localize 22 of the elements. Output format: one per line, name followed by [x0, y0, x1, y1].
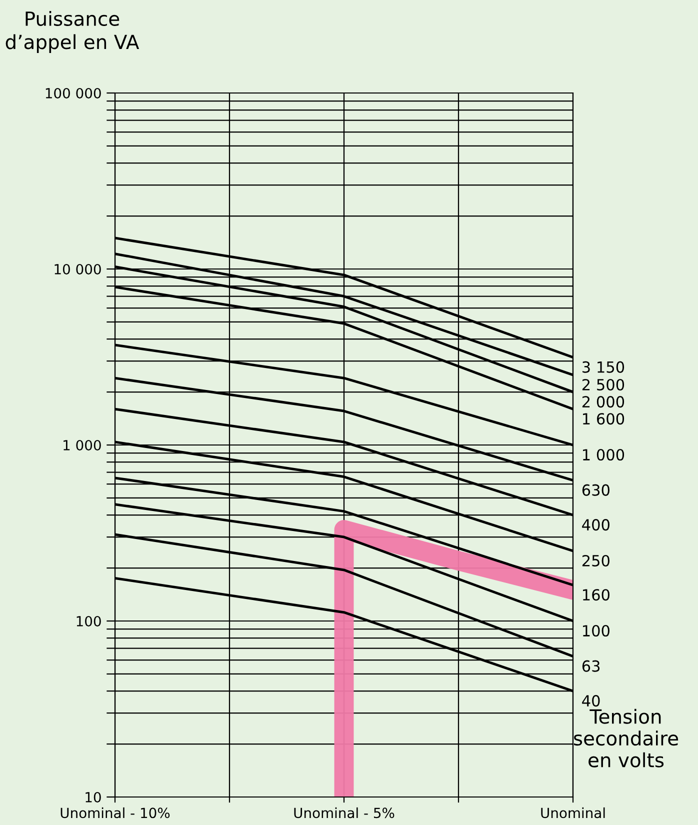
y-axis-title: Puissance d’appel en VA: [6, 10, 140, 54]
y-tick-label: 100: [76, 616, 101, 626]
series-label: 400: [582, 519, 610, 531]
y-tick-label: 10 000: [54, 264, 101, 274]
series-label: 1 600: [583, 413, 624, 425]
series-label: 2 500: [582, 378, 624, 391]
x-tick-label: Unominal - 10%: [60, 807, 170, 818]
x-axis-title: Tension secondaire en volts: [574, 708, 678, 768]
series-label: 100: [583, 624, 610, 637]
series-label: 160: [583, 589, 610, 601]
series-label: 250: [582, 554, 610, 567]
x-tick-label: Unominal - 5%: [294, 807, 394, 818]
series-label: 3 150: [582, 361, 624, 373]
x-tick-label: Unominal: [541, 807, 605, 818]
series-label: 1 000: [583, 448, 624, 461]
y-tick-label: 100 000: [46, 88, 101, 98]
series-label: 63: [582, 660, 600, 672]
series-label: 630: [582, 484, 610, 496]
y-tick-label: 1 000: [64, 440, 101, 450]
y-tick-label: 10: [86, 792, 101, 802]
series-label: 2 000: [582, 396, 624, 408]
series-label: 40: [582, 695, 600, 707]
